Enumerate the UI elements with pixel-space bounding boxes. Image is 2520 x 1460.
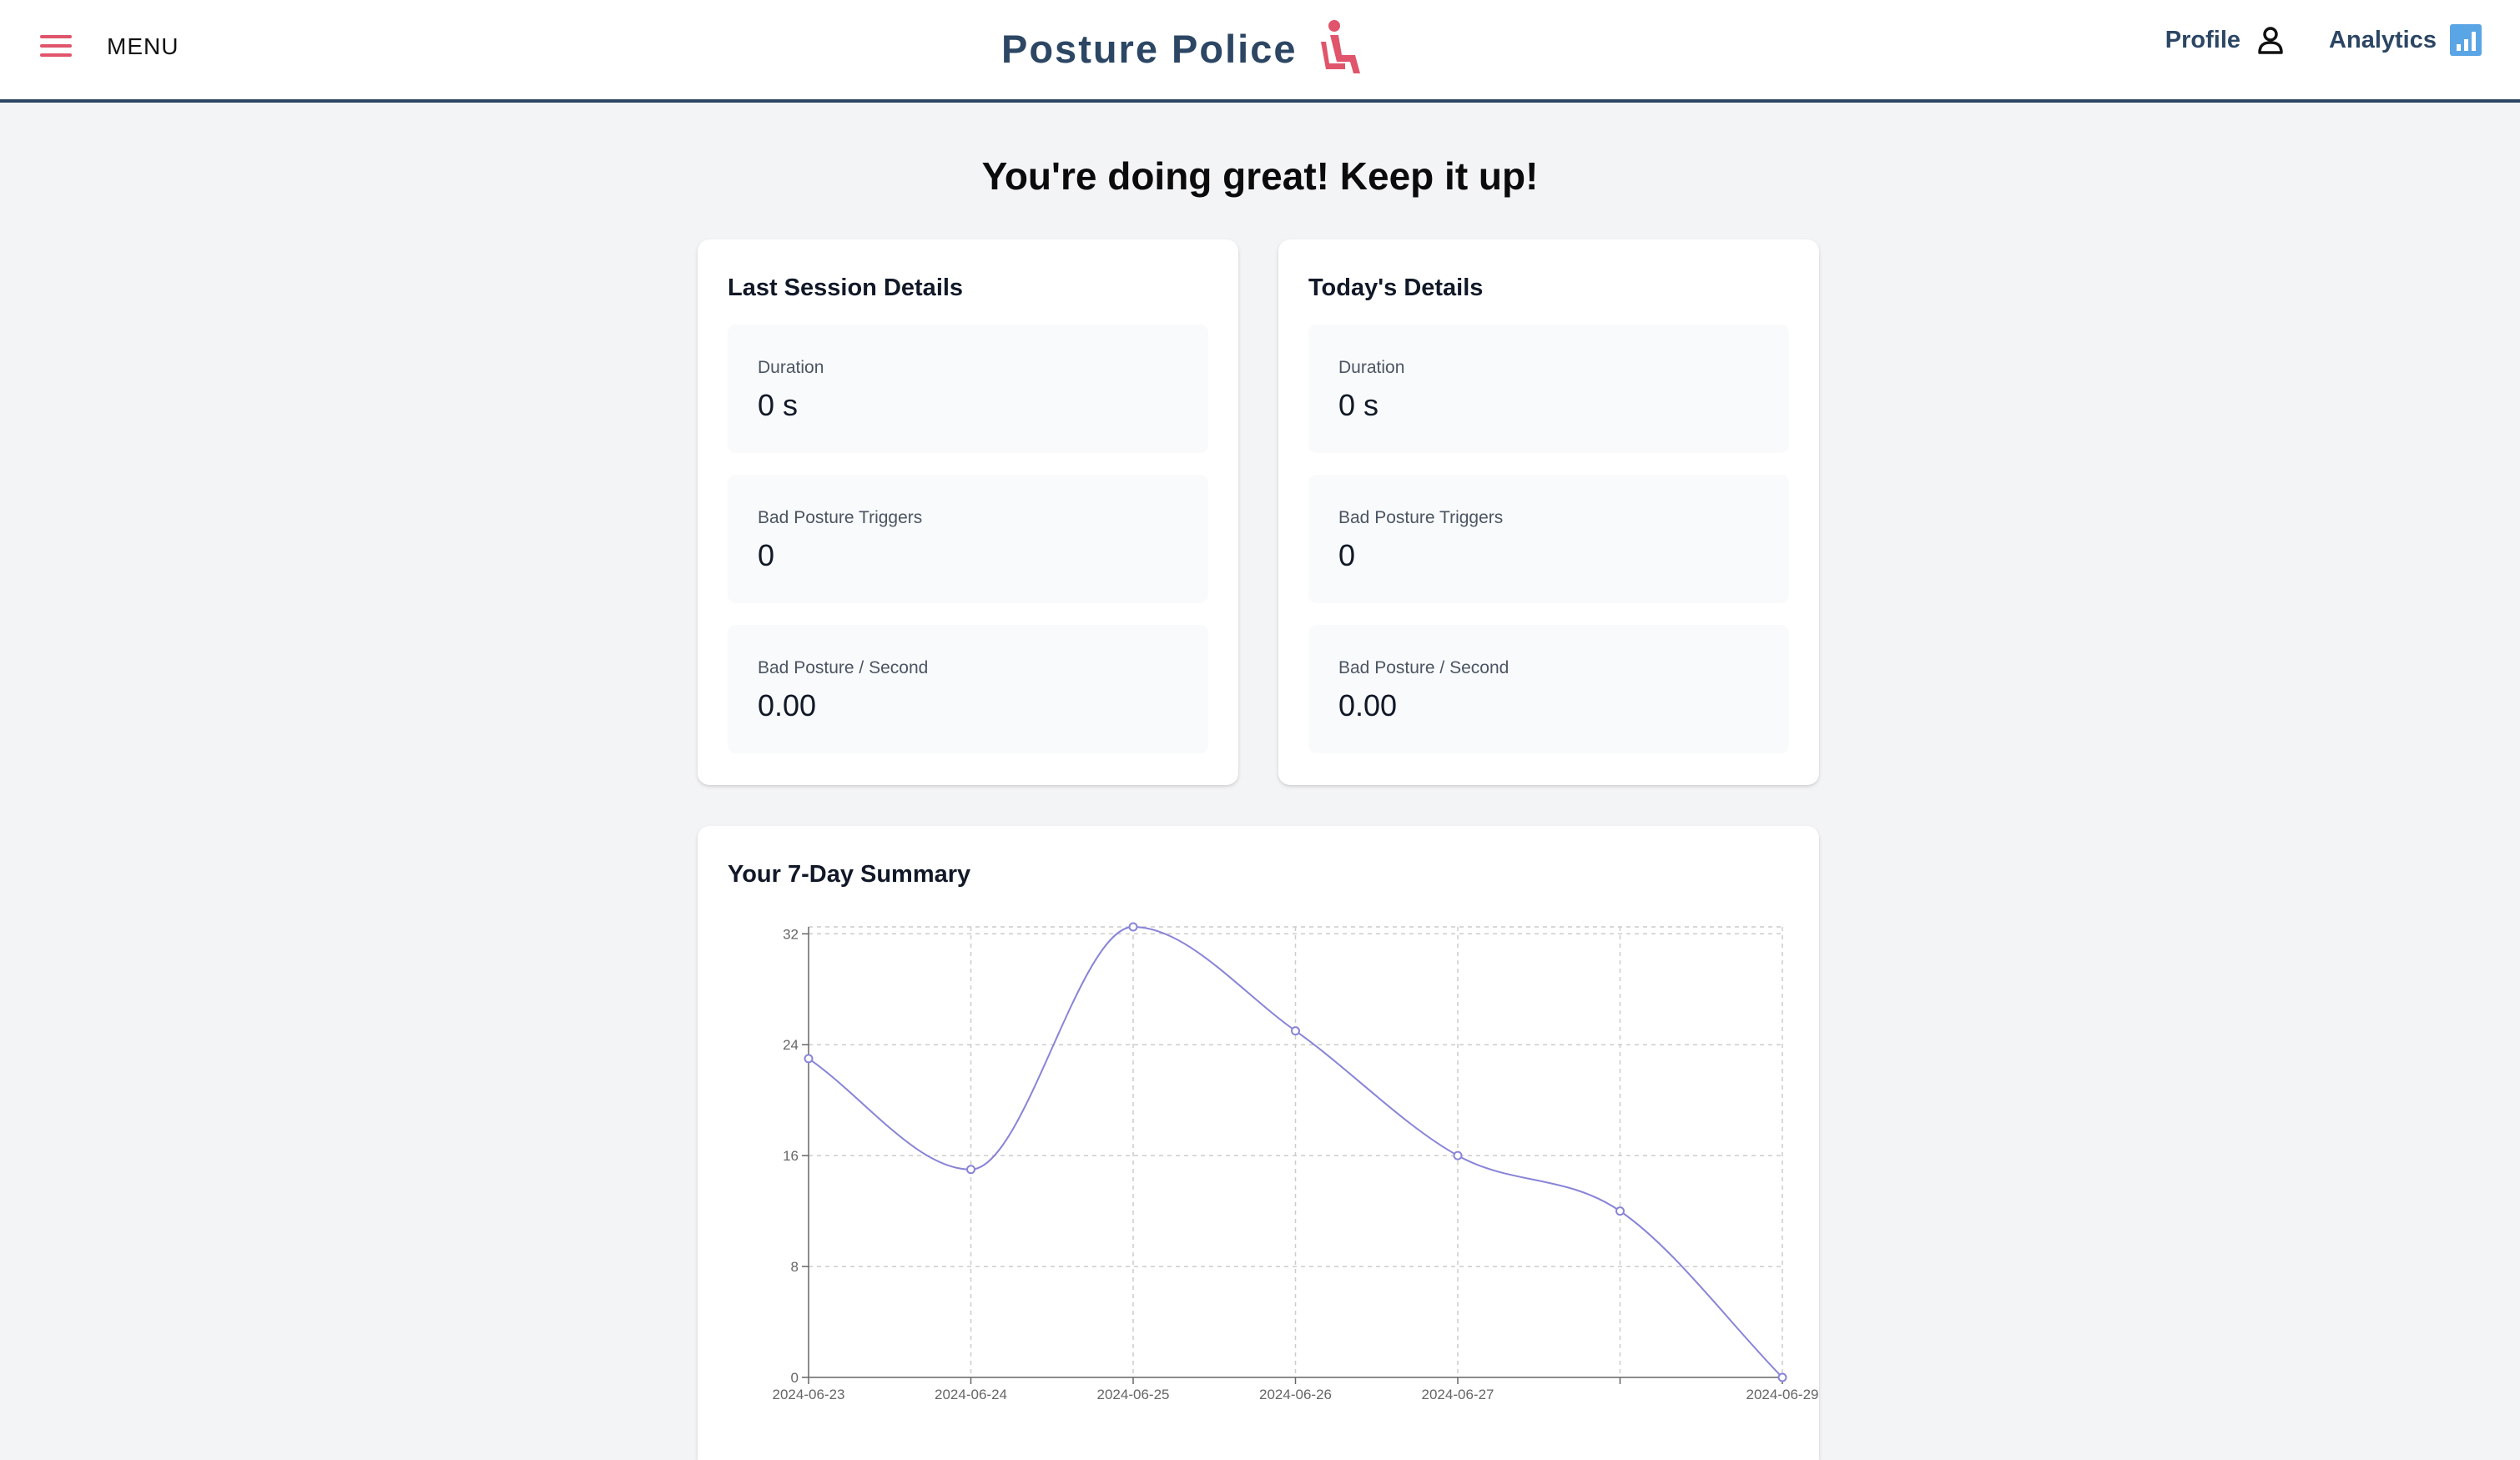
profile-label: Profile — [2165, 26, 2241, 53]
data-point — [966, 1165, 975, 1175]
stat-bad-posture-triggers: Bad Posture Triggers 0 — [728, 475, 1208, 603]
today-details-card: Today's Details Duration 0 s Bad Posture… — [1278, 239, 1819, 785]
stat-label: Bad Posture Triggers — [1338, 508, 1504, 527]
app-brand[interactable]: Posture Police — [1001, 15, 1364, 82]
menu-label[interactable]: MENU — [107, 33, 179, 59]
motivation-headline: You're doing great! Keep it up! — [981, 154, 1539, 198]
app-title: Posture Police — [1001, 26, 1298, 71]
x-tick-label: 2024-06-25 — [1097, 1387, 1170, 1402]
y-tick-label: 16 — [783, 1148, 799, 1164]
data-point — [804, 1054, 814, 1064]
stat-label: Bad Posture Triggers — [758, 508, 923, 527]
stat-duration: Duration 0 s — [1308, 325, 1789, 453]
stat-bad-posture-per-second: Bad Posture / Second 0.00 — [1308, 625, 1789, 753]
x-tick-label: 2024-06-23 — [773, 1387, 845, 1402]
stat-value: 0 — [1338, 538, 1356, 572]
seven-day-summary-card: Your 7-Day Summary 0 8 16 24 32 2024-06-23 202… — [698, 826, 1819, 1460]
card-title: Your 7-Day Summary — [728, 861, 971, 888]
x-tick-label: 2024-06-26 — [1259, 1387, 1332, 1402]
card-title: Today's Details — [1308, 274, 1484, 301]
x-tick-label: 2024-06-24 — [935, 1387, 1007, 1402]
last-session-card: Last Session Details Duration 0 s Bad Po… — [698, 239, 1238, 785]
y-tick-label: 32 — [783, 926, 799, 942]
stat-bad-posture-per-second: Bad Posture / Second 0.00 — [728, 625, 1208, 753]
person-icon — [2258, 27, 2283, 54]
profile-link[interactable]: Profile — [2165, 23, 2287, 57]
stat-value: 0.00 — [758, 688, 817, 722]
analytics-label: Analytics — [2329, 26, 2437, 53]
bar-chart-icon — [2450, 24, 2482, 56]
seated-person-icon — [1320, 20, 1360, 73]
data-point — [1615, 1206, 1625, 1216]
stat-value: 0 s — [758, 388, 799, 422]
stat-label: Duration — [758, 358, 824, 377]
x-tick-label: 2024-06-29 — [1746, 1387, 1819, 1402]
line-chart: 0 8 16 24 32 2024-06-23 2024-06-24 2024-06-25 20… — [773, 922, 1819, 1402]
top-navigation-bar: MENU Posture Police Profile Analytics — [0, 0, 2520, 103]
header-nav: Profile Analytics — [2165, 23, 2482, 57]
y-tick-label: 8 — [791, 1259, 799, 1275]
stat-value: 0 — [758, 538, 775, 572]
card-title: Last Session Details — [728, 274, 964, 301]
hamburger-icon[interactable] — [40, 33, 72, 58]
y-tick-label: 0 — [791, 1370, 799, 1386]
data-point — [1291, 1026, 1300, 1036]
stat-label: Duration — [1338, 358, 1405, 377]
stat-duration: Duration 0 s — [728, 325, 1208, 453]
stat-value: 0.00 — [1338, 688, 1398, 722]
x-tick-label: 2024-06-27 — [1422, 1387, 1494, 1402]
analytics-link[interactable]: Analytics — [2329, 24, 2482, 56]
stat-label: Bad Posture / Second — [758, 658, 929, 677]
data-point — [1777, 1372, 1787, 1382]
stat-value: 0 s — [1338, 388, 1379, 422]
data-point — [1128, 922, 1138, 932]
stat-bad-posture-triggers: Bad Posture Triggers 0 — [1308, 475, 1789, 603]
y-tick-label: 24 — [783, 1037, 799, 1053]
stat-label: Bad Posture / Second — [1338, 658, 1509, 677]
data-point — [1453, 1150, 1463, 1160]
